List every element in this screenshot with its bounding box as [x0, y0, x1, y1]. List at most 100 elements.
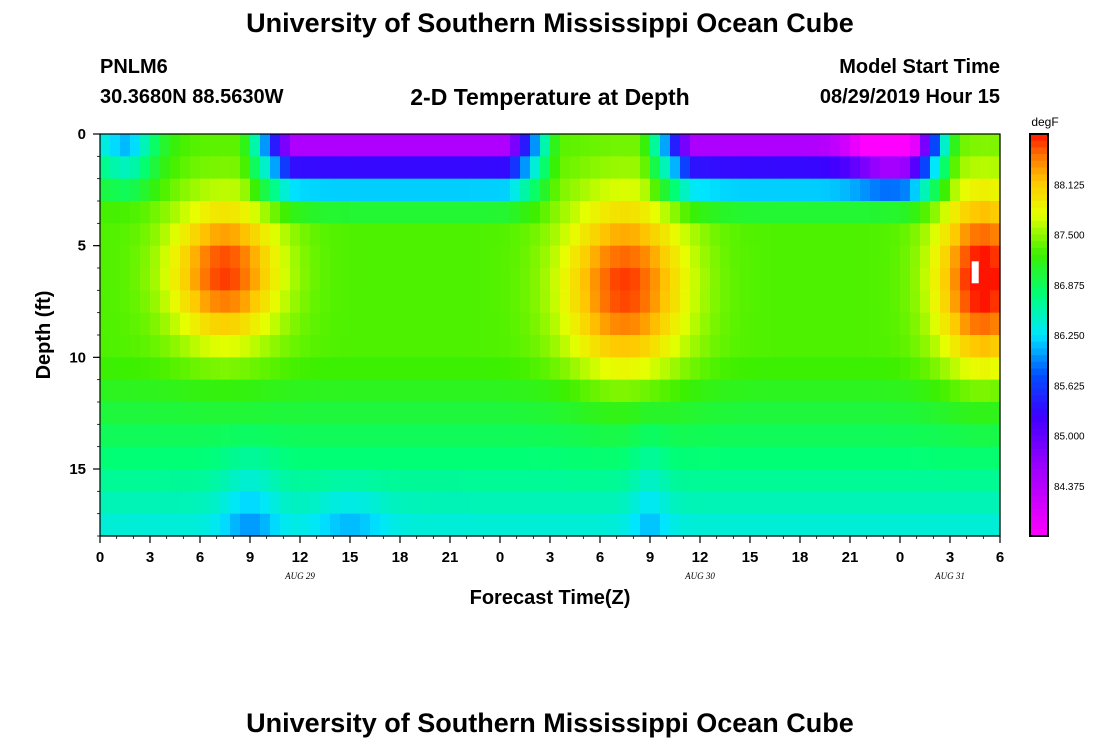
heatmap-cell: [560, 156, 571, 180]
heatmap-cell: [780, 424, 791, 448]
colorbar-unit: degF: [1031, 115, 1058, 129]
heatmap-cell: [710, 290, 721, 314]
heatmap-cell: [620, 491, 631, 515]
heatmap-cell: [390, 201, 401, 224]
heatmap-cell: [360, 201, 371, 224]
heatmap-cell: [740, 446, 751, 470]
heatmap-cell: [420, 178, 431, 202]
heatmap-cell: [930, 268, 941, 291]
heatmap-cell: [320, 312, 331, 336]
heatmap-cell: [200, 290, 211, 314]
heatmap-cell: [670, 268, 681, 291]
heatmap-cell: [810, 156, 821, 180]
x-tick-label: 6: [596, 549, 604, 566]
heatmap-cell: [280, 513, 291, 537]
heatmap-cell: [460, 134, 471, 157]
heatmap-cell: [880, 201, 891, 224]
heatmap-cell: [230, 513, 241, 537]
heatmap-cell: [800, 312, 811, 336]
heatmap-cell: [100, 335, 111, 358]
heatmap-cell: [630, 446, 641, 470]
heatmap-cell: [790, 491, 801, 515]
heatmap-cell: [490, 491, 501, 515]
heatmap-cell: [610, 424, 621, 448]
heatmap-cell: [670, 491, 681, 515]
heatmap-cell: [630, 201, 641, 224]
heatmap-cell: [720, 335, 731, 358]
heatmap-cell: [840, 268, 851, 291]
heatmap-cell: [270, 134, 281, 157]
heatmap-cell: [580, 290, 591, 314]
heatmap-cell: [980, 357, 991, 381]
heatmap-cell: [730, 357, 741, 381]
heatmap-cell: [560, 178, 571, 202]
heatmap-cell: [410, 513, 421, 537]
heatmap-cell: [970, 491, 981, 515]
heatmap-cell: [330, 134, 341, 157]
heatmap-cell: [770, 156, 781, 180]
heatmap-cell: [520, 357, 531, 381]
colorbar-segment: [1030, 207, 1048, 215]
heatmap-cell: [500, 446, 511, 470]
heatmap-cell: [510, 469, 521, 492]
heatmap-cell: [790, 402, 801, 425]
heatmap-cell: [330, 201, 341, 224]
heatmap-cell: [900, 379, 911, 403]
heatmap-cell: [320, 156, 331, 180]
heatmap-cell: [230, 424, 241, 448]
heatmap-cell: [180, 513, 191, 537]
heatmap-cell: [750, 178, 761, 202]
heatmap-cell: [410, 469, 421, 492]
heatmap-cell: [880, 491, 891, 515]
heatmap-cell: [310, 491, 321, 515]
heatmap-cell: [790, 223, 801, 247]
heatmap-cell: [340, 178, 351, 202]
heatmap-cell: [100, 268, 111, 291]
colorbar-segment: [1030, 388, 1048, 396]
heatmap-cell: [410, 268, 421, 291]
heatmap-cell: [800, 156, 811, 180]
heatmap-cell: [690, 201, 701, 224]
heatmap-cell: [600, 245, 611, 269]
heatmap-cell: [930, 469, 941, 492]
heatmap-cell: [700, 268, 711, 291]
heatmap-cell: [940, 223, 951, 247]
heatmap-cell: [690, 223, 701, 247]
heatmap-cell: [880, 446, 891, 470]
heatmap-cell: [480, 424, 491, 448]
heatmap-cell: [580, 335, 591, 358]
heatmap-cell: [930, 513, 941, 537]
heatmap-cell: [870, 513, 881, 537]
heatmap-cell: [730, 469, 741, 492]
heatmap-cell: [200, 357, 211, 381]
heatmap-cell: [140, 178, 151, 202]
heatmap-cell: [900, 223, 911, 247]
heatmap-cell: [390, 379, 401, 403]
heatmap-cell: [500, 223, 511, 247]
heatmap-cell: [400, 335, 411, 358]
heatmap-cell: [730, 156, 741, 180]
heatmap-cell: [900, 402, 911, 425]
heatmap-cell: [430, 491, 441, 515]
heatmap-cell: [240, 469, 251, 492]
heatmap-cell: [770, 201, 781, 224]
heatmap-cell: [870, 223, 881, 247]
heatmap-cell: [790, 513, 801, 537]
heatmap-cell: [720, 446, 731, 470]
heatmap-cell: [920, 335, 931, 358]
heatmap-cell: [810, 513, 821, 537]
heatmap-cell: [420, 245, 431, 269]
heatmap-cell: [650, 469, 661, 492]
heatmap-cell: [110, 491, 121, 515]
heatmap-cell: [940, 312, 951, 336]
heatmap-cell: [720, 469, 731, 492]
heatmap-cell: [430, 290, 441, 314]
heatmap-cell: [840, 379, 851, 403]
heatmap-cell: [360, 178, 371, 202]
heatmap-cell: [930, 357, 941, 381]
heatmap-cell: [380, 469, 391, 492]
heatmap-cell: [350, 424, 361, 448]
heatmap-cell: [380, 424, 391, 448]
heatmap-cell: [250, 402, 261, 425]
heatmap-cell: [650, 268, 661, 291]
